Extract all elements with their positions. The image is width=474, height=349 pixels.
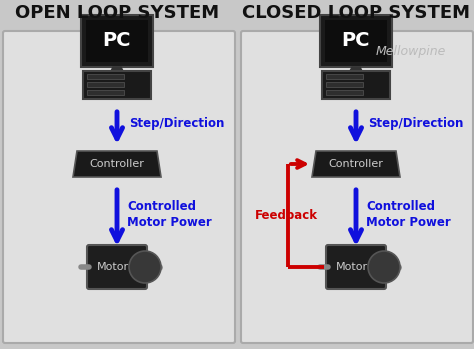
Text: Step/Direction: Step/Direction bbox=[129, 118, 224, 131]
Text: Controller: Controller bbox=[90, 159, 145, 169]
Polygon shape bbox=[73, 151, 161, 177]
Text: Controller: Controller bbox=[328, 159, 383, 169]
Text: PC: PC bbox=[342, 31, 370, 51]
Polygon shape bbox=[350, 67, 362, 71]
Text: Feedback: Feedback bbox=[255, 209, 318, 222]
FancyBboxPatch shape bbox=[83, 71, 151, 99]
Text: PC: PC bbox=[103, 31, 131, 51]
FancyBboxPatch shape bbox=[326, 82, 364, 87]
Text: OPEN LOOP SYSTEM: OPEN LOOP SYSTEM bbox=[15, 4, 219, 22]
Circle shape bbox=[129, 251, 161, 283]
FancyBboxPatch shape bbox=[320, 15, 392, 67]
Circle shape bbox=[368, 251, 400, 283]
FancyBboxPatch shape bbox=[322, 71, 390, 99]
Text: Controlled
Motor Power: Controlled Motor Power bbox=[366, 200, 451, 229]
Text: Motor: Motor bbox=[97, 262, 129, 272]
FancyBboxPatch shape bbox=[325, 20, 387, 62]
FancyBboxPatch shape bbox=[326, 90, 364, 95]
Text: CLOSED LOOP SYSTEM: CLOSED LOOP SYSTEM bbox=[242, 4, 470, 22]
Polygon shape bbox=[111, 67, 123, 71]
Text: Controlled
Motor Power: Controlled Motor Power bbox=[127, 200, 212, 229]
FancyBboxPatch shape bbox=[87, 245, 147, 289]
Text: Mellowpine: Mellowpine bbox=[376, 45, 446, 58]
FancyBboxPatch shape bbox=[87, 74, 124, 79]
FancyBboxPatch shape bbox=[241, 31, 473, 343]
FancyBboxPatch shape bbox=[81, 15, 153, 67]
FancyBboxPatch shape bbox=[87, 82, 124, 87]
FancyBboxPatch shape bbox=[86, 20, 148, 62]
Text: Step/Direction: Step/Direction bbox=[368, 118, 464, 131]
FancyBboxPatch shape bbox=[326, 245, 386, 289]
Text: Motor: Motor bbox=[336, 262, 368, 272]
FancyBboxPatch shape bbox=[326, 74, 364, 79]
FancyBboxPatch shape bbox=[87, 90, 124, 95]
FancyBboxPatch shape bbox=[3, 31, 235, 343]
Polygon shape bbox=[312, 151, 400, 177]
